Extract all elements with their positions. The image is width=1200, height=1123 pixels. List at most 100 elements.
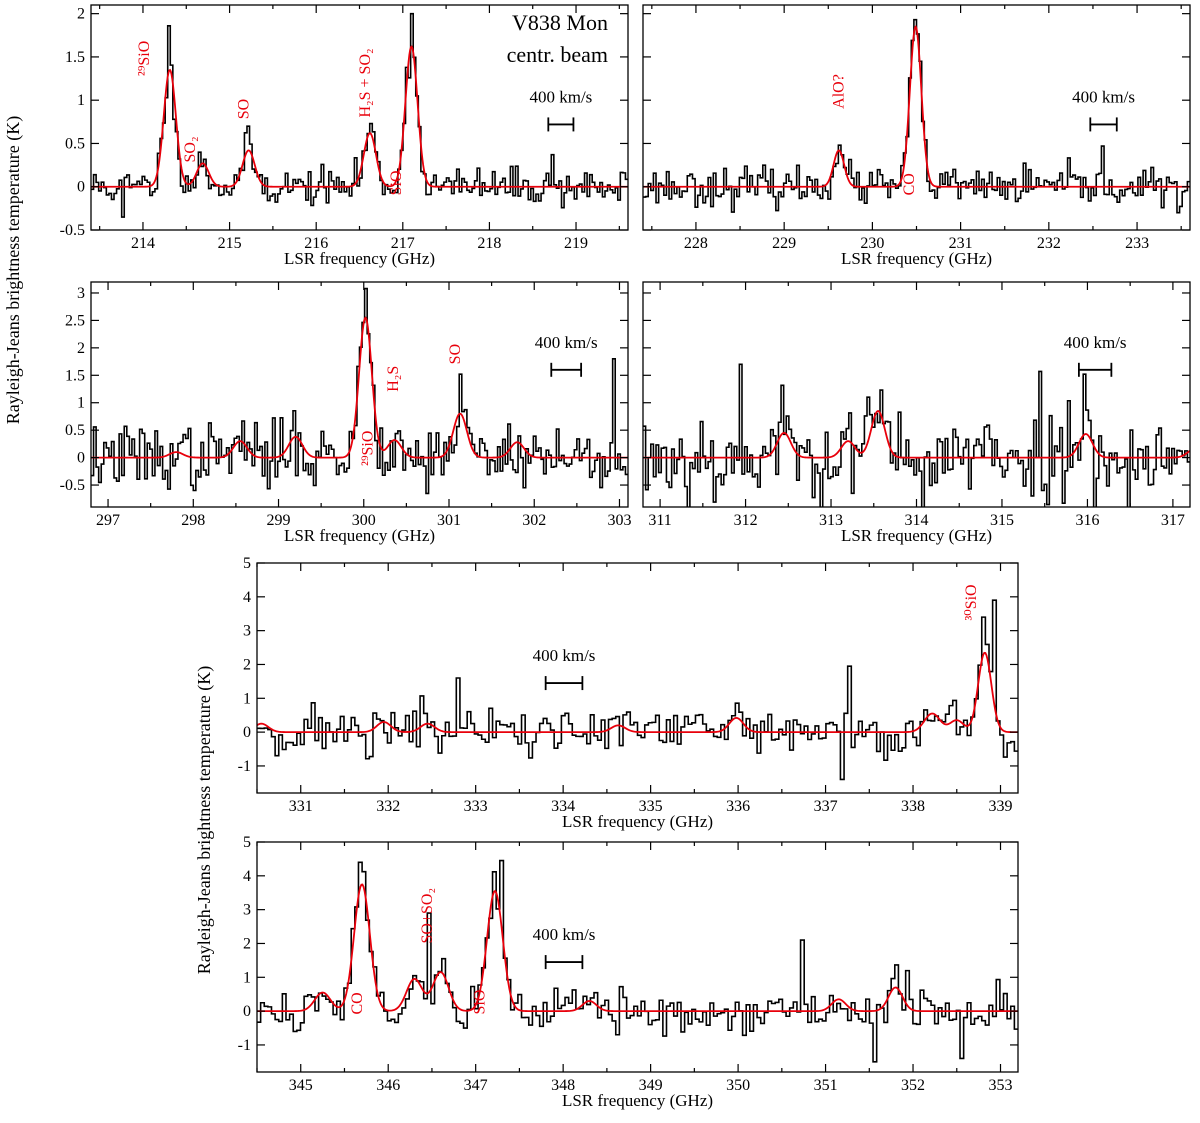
model-spectrum-p4	[643, 410, 1190, 459]
x-tick-label: 298	[181, 512, 205, 529]
y-tick-label: 1	[77, 92, 85, 109]
y-tick-label: 1	[243, 690, 251, 707]
x-tick-label: 317	[1161, 512, 1185, 529]
model-spectrum-p3	[91, 316, 628, 459]
y-tick-label: 2	[243, 935, 251, 952]
x-tick-label: 353	[989, 1077, 1013, 1094]
x-tick-label: 336	[726, 798, 750, 815]
y-tick-label: 1	[77, 395, 85, 412]
x-tick-label: 229	[772, 235, 796, 252]
panel-p4: 311 312 313 314 315 316 317 LSR frequency (GHz)…	[642, 281, 1191, 545]
chart-title: V838 Mon	[512, 10, 608, 35]
scale-bar-label: 400 km/s	[533, 925, 596, 944]
model-spectrum-p6	[257, 883, 1018, 1013]
scale-bar-label: 400 km/s	[533, 646, 596, 665]
molecule-label: SO+SO₂	[419, 888, 436, 944]
y-tick-label: -1	[238, 758, 251, 775]
observed-spectrum-p1	[91, 12, 628, 218]
x-axis-label: LSR frequency (GHz)	[284, 249, 435, 268]
x-tick-label: 338	[901, 798, 925, 815]
y-tick-label: 0	[77, 179, 85, 196]
x-tick-label: 299	[267, 512, 291, 529]
x-tick-label: 339	[989, 798, 1013, 815]
y-tick-label: 2	[77, 340, 85, 357]
observed-spectrum-p4	[643, 363, 1190, 507]
y-tick-label: 0	[77, 450, 85, 467]
y-tick-label: 0.5	[65, 135, 85, 152]
molecule-label: ²⁹SiO	[359, 431, 376, 466]
scale-bar-label: 400 km/s	[535, 333, 598, 352]
x-tick-label: 337	[814, 798, 838, 815]
x-tick-label: 351	[814, 1077, 838, 1094]
panel-p1: 214 215 216 217 218 219 -0.5 0 0.5 1 1.5 2 LSR frequ…	[60, 4, 629, 268]
x-tick-label: 333	[464, 798, 488, 815]
x-tick-label: 314	[905, 512, 929, 529]
molecule-label: SO₂	[182, 136, 199, 162]
x-tick-label: 346	[376, 1077, 400, 1094]
x-axis-label: LSR frequency (GHz)	[841, 249, 992, 268]
molecule-label: H₂S + SO₂	[357, 48, 374, 117]
model-spectrum-p2	[643, 24, 1190, 188]
molecule-label: SO	[236, 99, 253, 119]
y-tick-label: 2	[77, 6, 85, 23]
model-spectrum-p1	[91, 45, 628, 188]
y-tick-label: 4	[243, 589, 251, 606]
x-tick-label: 228	[684, 235, 708, 252]
y-axis-label-top: Rayleigh-Jeans brightness temperature (K…	[3, 116, 24, 424]
x-axis-label: LSR frequency (GHz)	[841, 526, 992, 545]
scale-bar-label: 400 km/s	[529, 87, 592, 106]
y-tick-label: 2	[243, 656, 251, 673]
y-tick-label: 3	[77, 285, 85, 302]
x-tick-label: 232	[1037, 235, 1061, 252]
x-tick-label: 215	[218, 235, 242, 252]
molecule-label: CO	[901, 173, 918, 195]
x-tick-label: 347	[464, 1077, 488, 1094]
x-axis-label: LSR frequency (GHz)	[562, 812, 713, 831]
x-tick-label: 217	[391, 235, 415, 252]
scale-bar-label: 400 km/s	[1072, 87, 1135, 106]
observed-spectrum-p5	[257, 599, 1018, 781]
y-tick-label: 5	[243, 555, 251, 572]
x-tick-label: 233	[1125, 235, 1149, 252]
x-axis-label: LSR frequency (GHz)	[562, 1091, 713, 1110]
y-tick-label: 3	[243, 623, 251, 640]
x-tick-label: 301	[437, 512, 461, 529]
plot-frame-p5	[256, 562, 1019, 794]
chart-subtitle: centr. beam	[507, 42, 608, 67]
x-tick-label: 316	[1075, 512, 1099, 529]
x-tick-label: 349	[639, 1077, 663, 1094]
y-tick-label: 0.5	[65, 422, 85, 439]
y-tick-label: 5	[243, 834, 251, 851]
y-tick-label: 2.5	[65, 312, 85, 329]
x-tick-label: 312	[734, 512, 758, 529]
molecule-label: CO	[349, 992, 366, 1014]
y-tick-label: 1.5	[65, 367, 85, 384]
plot-frame-p6	[256, 841, 1019, 1073]
x-tick-label: 219	[564, 235, 588, 252]
panel-p2: 228 229 230 231 232 233 LSR frequency (GHz) 400…	[642, 4, 1191, 268]
y-tick-label: -0.5	[60, 222, 85, 239]
molecule-label: SO	[447, 344, 464, 364]
scale-bar-label: 400 km/s	[1064, 333, 1127, 352]
x-tick-label: 302	[522, 512, 546, 529]
y-tick-label: 1	[243, 969, 251, 986]
x-tick-label: 335	[639, 798, 663, 815]
x-tick-label: 311	[648, 512, 671, 529]
molecule-label: ³⁰SiO	[963, 584, 980, 620]
x-tick-label: 231	[949, 235, 973, 252]
x-axis-label: LSR frequency (GHz)	[284, 526, 435, 545]
y-tick-label: 0	[243, 724, 251, 741]
x-tick-label: 352	[901, 1077, 925, 1094]
panel-p5: 331 332 333 334 335 336 337 338 339 -1 0 1 2 3 4 5 LSR f…	[238, 555, 1019, 831]
x-tick-label: 332	[376, 798, 400, 815]
plot-frame-p3	[90, 281, 629, 508]
x-tick-label: 218	[477, 235, 501, 252]
molecule-label: AlO?	[830, 74, 847, 109]
x-tick-label: 230	[860, 235, 884, 252]
x-tick-label: 214	[131, 235, 155, 252]
y-tick-label: 4	[243, 868, 251, 885]
molecule-label: H₂S	[385, 366, 402, 392]
model-spectrum-p5	[257, 651, 1018, 734]
